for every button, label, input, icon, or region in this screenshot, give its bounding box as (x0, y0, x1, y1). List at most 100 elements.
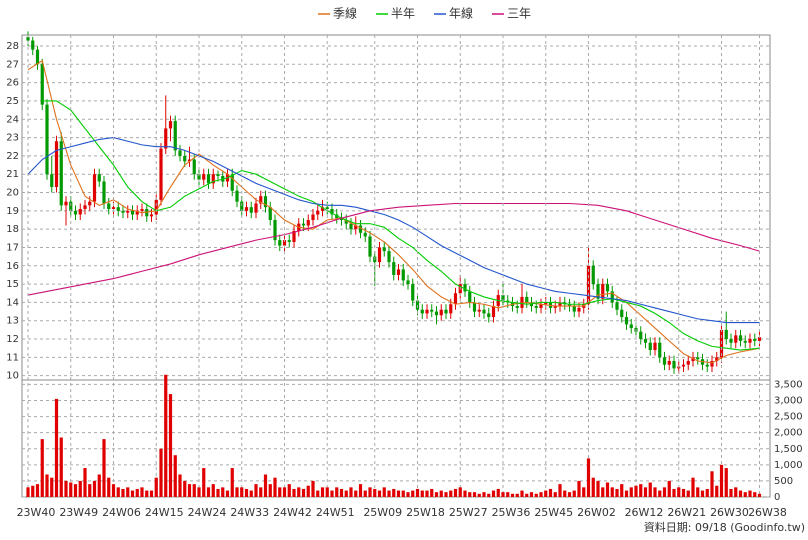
volume-bar (544, 490, 548, 497)
candle-body (64, 201, 68, 206)
x-tick-label: 26W02 (577, 506, 616, 519)
volume-bar (339, 488, 344, 497)
candle-body (116, 207, 120, 211)
volume-bar (325, 487, 329, 497)
volume-bar (349, 487, 353, 497)
volume-bar (135, 488, 139, 497)
candle-body (411, 284, 415, 301)
volume-bar (273, 477, 277, 497)
candle-body (662, 357, 667, 365)
candle-body (216, 174, 220, 177)
candle-body (316, 210, 320, 215)
candle-body (121, 210, 125, 213)
candle-body (529, 302, 534, 307)
candle-body (273, 219, 277, 241)
volume-bar (344, 490, 348, 497)
candle-body (605, 284, 610, 292)
candle-body (363, 232, 367, 237)
volume-bar (164, 374, 168, 497)
volume-bar (392, 488, 396, 497)
volume-bar (64, 480, 68, 497)
volume-bar (700, 490, 705, 497)
volume-bar (677, 487, 681, 497)
x-tick-label: 25W27 (449, 506, 488, 519)
y-tick-label: 15 (6, 279, 19, 290)
volume-bar (439, 490, 443, 497)
volume-bar (577, 480, 581, 497)
candle-body (620, 309, 624, 318)
candle-body (83, 205, 87, 209)
candle-body (259, 196, 263, 204)
volume-bar (292, 488, 296, 497)
candle-body (140, 209, 144, 211)
y-tick-label: 22 (6, 151, 19, 162)
candle-body (406, 280, 410, 285)
candle-body (757, 337, 762, 341)
legend-label: 三年 (507, 7, 531, 21)
x-tick-label: 25W45 (534, 506, 573, 519)
x-tick-label: 25W36 (492, 506, 531, 519)
volume-bar (719, 464, 724, 497)
candle-body (463, 284, 467, 292)
legend-label: 半年 (391, 7, 415, 21)
legend-label: 年線 (449, 6, 473, 21)
candle-body (102, 181, 106, 204)
volume-bar (335, 487, 339, 497)
y-tick-label: 10 (6, 371, 19, 382)
y-tick-label: 13 (6, 316, 19, 327)
volume-bar (297, 487, 301, 497)
volume-bar (420, 490, 424, 497)
candle-body (192, 159, 196, 175)
candle-body (439, 309, 443, 316)
candle-body (444, 309, 448, 314)
volume-bar (734, 487, 738, 497)
candle-body (610, 291, 614, 303)
volume-bar (605, 482, 610, 497)
candle-body (278, 240, 282, 246)
ma-line (42, 100, 760, 351)
candle-body (396, 269, 401, 275)
footer: 資料日期: 09/18 (Goodinfo.tw) (644, 520, 805, 534)
volume-bar (743, 492, 747, 497)
candle-body (50, 174, 54, 188)
volume-bar (316, 490, 320, 497)
candle-body (287, 240, 291, 242)
candle-body (130, 210, 135, 215)
volume-bar (126, 487, 130, 497)
candle-body (520, 296, 524, 308)
candle-body (643, 339, 648, 343)
ma-line (27, 202, 760, 296)
volume-bar (168, 394, 173, 497)
candle-body (59, 141, 63, 206)
volume-bar (306, 485, 310, 497)
volume-bar (259, 487, 263, 497)
candle-body (126, 210, 130, 213)
volume-bar (221, 487, 225, 497)
candle-body (183, 155, 187, 162)
candle-body (430, 309, 434, 312)
candle-body (501, 295, 505, 301)
volume-bar (45, 474, 49, 497)
candle-body (339, 218, 344, 220)
x-tick-label: 26W12 (625, 506, 664, 519)
y-tick-label: 14 (6, 297, 19, 308)
candle-body (705, 364, 709, 367)
candle-body (178, 150, 182, 156)
volume-bar (368, 487, 372, 497)
candle-body (648, 342, 652, 351)
volume-bar (31, 485, 35, 497)
volume-bar (463, 490, 467, 497)
volume-bar (263, 474, 268, 497)
volume-bar (330, 490, 334, 497)
candle-body (487, 313, 491, 318)
volume-bar (501, 492, 505, 497)
candle-body (710, 361, 714, 367)
candle-body (292, 230, 296, 242)
volume-bar (715, 485, 719, 497)
x-tick-label: 26W21 (667, 506, 706, 519)
candle-body (230, 174, 234, 191)
candle-body (344, 219, 348, 224)
volume-bar (145, 490, 149, 497)
volume-bar (268, 484, 272, 497)
volume-bar (301, 488, 306, 497)
